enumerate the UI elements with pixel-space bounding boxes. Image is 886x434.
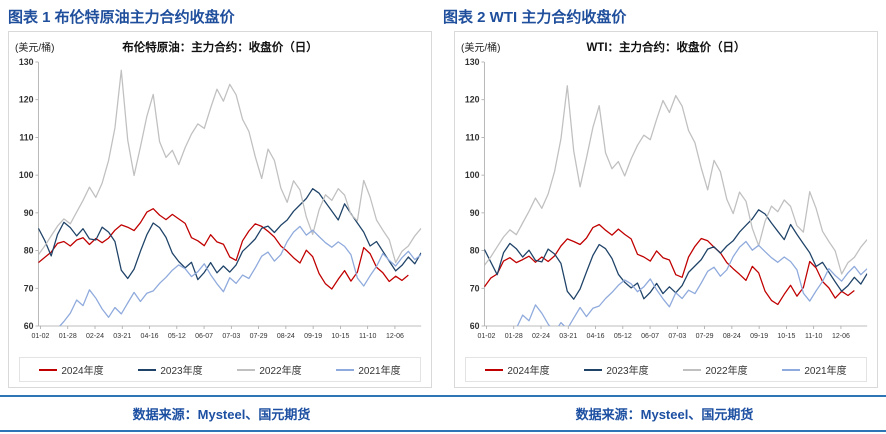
x-tick-label: 07-29 bbox=[250, 332, 268, 340]
y-tick-label: 100 bbox=[19, 170, 34, 180]
x-tick-label: 05-12 bbox=[614, 332, 632, 340]
source-row: 数据来源：Mysteel、国元期货 数据来源：Mysteel、国元期货 bbox=[0, 397, 886, 430]
divider-line-bottom bbox=[0, 430, 886, 432]
y-axis-unit-label: (美元/桶) bbox=[461, 43, 501, 54]
legend-label: 2022年度 bbox=[259, 366, 302, 377]
y-tick-label: 60 bbox=[470, 321, 480, 331]
chart-legend: 2024年度 2023年度 2022年度 2021年度 bbox=[465, 357, 867, 382]
legend-line-swatch bbox=[336, 368, 355, 371]
x-tick-label: 01-28 bbox=[505, 332, 523, 340]
y-tick-label: 70 bbox=[470, 283, 480, 293]
legend-item-2021: 2021年度 bbox=[782, 362, 847, 377]
charts-row: (美元/桶) 布伦特原油：主力合约：收盘价（日） 60 70 80 90 100 110 1… bbox=[0, 31, 886, 388]
x-tick-label: 07-03 bbox=[222, 332, 240, 340]
chart1-title: 图表 1 布伦特原油主力合约收盘价 bbox=[8, 9, 235, 26]
y-axis-unit-label: (美元/桶) bbox=[15, 43, 55, 54]
legend-line-swatch bbox=[782, 368, 801, 371]
legend-line-swatch bbox=[237, 368, 256, 371]
x-tick-label: 10-15 bbox=[331, 332, 349, 340]
legend-label: 2022年度 bbox=[705, 366, 748, 377]
y-tick-label: 130 bbox=[19, 57, 34, 67]
x-tick-label: 09-19 bbox=[304, 332, 322, 340]
legend-line-swatch bbox=[683, 368, 702, 371]
series-line-2021 bbox=[516, 240, 868, 326]
x-tick-label: 11-10 bbox=[359, 332, 376, 340]
legend-line-swatch bbox=[485, 368, 504, 371]
x-tick-label: 08-24 bbox=[277, 332, 295, 340]
series-line-2022 bbox=[484, 85, 868, 275]
data-source-note-right: 数据来源：Mysteel、国元期货 bbox=[575, 407, 754, 422]
legend-item-2021: 2021年度 bbox=[336, 362, 401, 377]
y-tick-label: 90 bbox=[24, 208, 34, 218]
legend-item-2023: 2023年度 bbox=[138, 362, 203, 377]
x-tick-label: 03-21 bbox=[113, 332, 131, 340]
y-tick-label: 70 bbox=[24, 283, 34, 293]
x-tick-label: 09-19 bbox=[750, 332, 768, 340]
x-tick-label: 01-02 bbox=[477, 332, 495, 340]
x-tick-label: 06-07 bbox=[195, 332, 213, 340]
source-block: 数据来源：Mysteel、国元期货 数据来源：Mysteel、国元期货 bbox=[0, 395, 886, 432]
y-tick-label: 130 bbox=[465, 57, 480, 67]
legend-label: 2021年度 bbox=[358, 366, 401, 377]
x-tick-label: 07-29 bbox=[696, 332, 714, 340]
x-tick-label: 02-24 bbox=[532, 332, 550, 340]
data-source-note-left: 数据来源：Mysteel、国元期货 bbox=[132, 407, 311, 422]
legend-label: 2023年度 bbox=[606, 366, 649, 377]
legend-label: 2021年度 bbox=[804, 366, 847, 377]
x-tick-label: 08-24 bbox=[723, 332, 741, 340]
chart-inner-title: 布伦特原油：主力合约：收盘价（日） bbox=[122, 42, 318, 54]
y-tick-label: 110 bbox=[465, 132, 479, 142]
brent-plot-area: 60 70 80 90 100 110 120 130 01-02 01-28 02-24 03-21… bbox=[19, 57, 422, 340]
x-tick-label: 12-06 bbox=[386, 332, 404, 340]
figure-titles-row: 图表 1 布伦特原油主力合约收盘价 图表 2 WTI 主力合约收盘价 bbox=[0, 0, 886, 31]
x-tick-label: 07-03 bbox=[668, 332, 686, 340]
x-tick-label: 06-07 bbox=[641, 332, 659, 340]
chart2-title: 图表 2 WTI 主力合约收盘价 bbox=[443, 9, 627, 26]
legend-item-2024: 2024年度 bbox=[485, 362, 550, 377]
legend-line-swatch bbox=[584, 368, 603, 371]
x-tick-label: 01-28 bbox=[59, 332, 77, 340]
x-tick-label: 10-15 bbox=[777, 332, 795, 340]
chart-legend: 2024年度 2023年度 2022年度 2021年度 bbox=[19, 357, 421, 382]
series-line-2023 bbox=[38, 188, 422, 281]
y-tick-label: 60 bbox=[24, 321, 34, 331]
brent-price-chart: (美元/桶) 布伦特原油：主力合约：收盘价（日） 60 70 80 90 100 110 1… bbox=[8, 31, 432, 388]
x-tick-label: 11-10 bbox=[805, 332, 822, 340]
legend-item-2023: 2023年度 bbox=[584, 362, 649, 377]
legend-item-2022: 2022年度 bbox=[237, 362, 302, 377]
legend-label: 2023年度 bbox=[160, 366, 203, 377]
chart-header: (美元/桶) 布伦特原油：主力合约：收盘价（日） bbox=[13, 36, 427, 56]
legend-line-swatch bbox=[39, 368, 58, 371]
legend-label: 2024年度 bbox=[507, 366, 550, 377]
series-line-2024 bbox=[38, 208, 409, 290]
series-line-2022 bbox=[38, 69, 422, 264]
series-line-2023 bbox=[484, 209, 868, 300]
y-tick-label: 90 bbox=[470, 208, 480, 218]
legend-item-2022: 2022年度 bbox=[683, 362, 748, 377]
x-tick-label: 05-12 bbox=[168, 332, 186, 340]
x-tick-label: 02-24 bbox=[86, 332, 104, 340]
y-tick-label: 110 bbox=[19, 132, 33, 142]
series-line-2024 bbox=[484, 223, 855, 306]
x-tick-label: 04-16 bbox=[587, 332, 605, 340]
wti-price-chart: (美元/桶) WTI：主力合约：收盘价（日） 60 70 80 90 100 110 120… bbox=[454, 31, 878, 388]
wti-plot-area: 60 70 80 90 100 110 120 130 01-02 01-28 02-24 03-21… bbox=[465, 57, 868, 340]
series-line-2021 bbox=[58, 225, 422, 326]
chart-inner-title: WTI：主力合约：收盘价（日） bbox=[586, 42, 746, 54]
y-tick-label: 80 bbox=[470, 245, 480, 255]
y-tick-label: 80 bbox=[24, 245, 34, 255]
legend-line-swatch bbox=[138, 368, 157, 371]
legend-label: 2024年度 bbox=[61, 366, 104, 377]
legend-item-2024: 2024年度 bbox=[39, 362, 104, 377]
x-tick-label: 04-16 bbox=[141, 332, 159, 340]
y-tick-label: 100 bbox=[465, 170, 480, 180]
x-tick-label: 01-02 bbox=[31, 332, 49, 340]
x-tick-label: 03-21 bbox=[559, 332, 577, 340]
divider-line-top bbox=[0, 395, 886, 397]
y-tick-label: 120 bbox=[19, 95, 34, 105]
chart-header: (美元/桶) WTI：主力合约：收盘价（日） bbox=[459, 36, 873, 56]
x-tick-label: 12-06 bbox=[832, 332, 850, 340]
y-tick-label: 120 bbox=[465, 95, 480, 105]
